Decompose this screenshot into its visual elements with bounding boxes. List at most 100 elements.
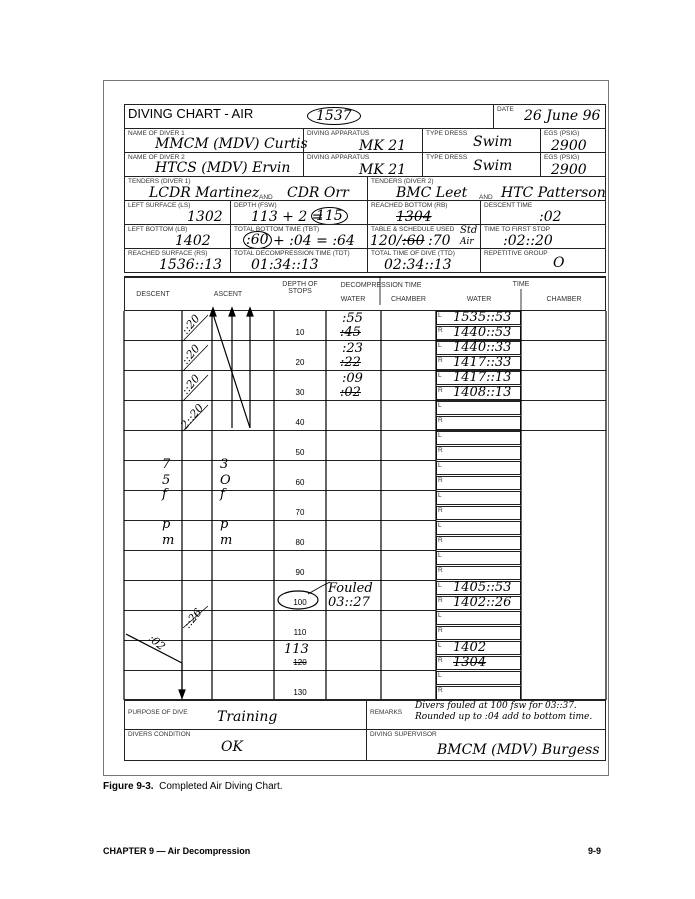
row-divider [124,640,436,641]
tdt-cell: TOTAL DECOMPRESSION TIME (TDT) 01:34::13 [230,248,368,273]
side-label: R [438,567,443,574]
depth-stop: 60 [295,478,305,487]
row-divider [124,460,436,461]
row-divider [124,610,436,611]
lb-value: 1402 [175,233,211,249]
diver2-dress-value: Swim [473,158,513,174]
remarks-label: REMARKS [370,709,403,716]
side-label: R [438,417,443,424]
time-water-header: WATER [466,296,492,303]
figure-caption: Figure 9-3. Completed Air Diving Chart. [103,781,283,792]
tender1a: LCDR Martinez [149,185,260,201]
descent-note: 7 5 [162,457,171,488]
rg-value: O [553,255,565,271]
chamber-header: CHAMBER [390,296,426,303]
depth-value: 113 + 2 = [251,209,324,225]
tenders2-label: TENDERS (DIVER 2) [371,178,434,185]
page-number: 9-9 [588,846,602,856]
rb-label: REACHED BOTTOM (RB) [371,202,448,209]
diver2-apparatus-value: MK 21 [359,162,407,178]
ts-note2: Air [460,237,474,247]
ascent-note: p m [220,517,233,548]
side-label: L [438,432,442,439]
ascent-header: ASCENT [213,291,243,298]
descent-note: f [162,487,167,502]
side-label: L [438,402,442,409]
tender2b: HTC Patterson [501,185,606,201]
diver1-name-label: NAME OF DIVER 1 [128,130,185,137]
depth-corrected: 113 [284,642,309,657]
side-label: R [438,597,443,604]
water-time: :09 [342,371,363,386]
ttd-label: TOTAL TIME OF DIVE (TTD) [371,250,455,257]
dt-value: :02 [539,209,562,225]
condition-label: DIVERS CONDITION [128,731,191,738]
depth-stop: 80 [295,538,305,547]
ts-label: TABLE & SCHEDULE USED [371,226,455,233]
water-time-struck: :45 [340,325,361,340]
tfs-value: :02::20 [503,233,553,249]
diver1-apparatus-label: DIVING APPARATUS [307,130,370,137]
form-title: DIVING CHART - AIR [128,106,254,121]
figure-frame [103,80,609,776]
rb-value: 1304 [396,209,432,225]
ttd-value: 02:34::13 [384,257,452,273]
depth-label: DEPTH (fsw) [234,202,277,209]
condition-cell: DIVERS CONDITION OK [124,729,367,761]
tenders1-label: TENDERS (DIVER 1) [128,178,191,185]
tenders-diver2: TENDERS (DIVER 2) BMC Leet AND HTC Patte… [367,176,606,201]
side-label: R [438,537,443,544]
water-time: Fouled [328,581,373,596]
side-label: R [438,657,443,664]
side-label: L [438,642,442,649]
diver2-egs-label: EGS (PSIG) [544,154,580,161]
diver2-name-label: NAME OF DIVER 2 [128,154,185,161]
reached-surface-cell: REACHED SURFACE (RS) 1536::13 [124,248,231,273]
date-value: 26 June 96 [524,108,601,124]
depth-stop: 110 [293,628,307,637]
row-divider [124,340,606,341]
lb-label: LEFT BOTTOM (LB) [128,226,188,233]
descent-header: DESCENT [136,291,170,298]
depth-stop: 10 [295,328,305,337]
supervisor-value: BMCM (MDV) Burgess [437,742,600,758]
rg-label: REPETITIVE GROUP [484,250,548,257]
tender2a: BMC Leet [396,185,468,201]
side-label: L [438,522,442,529]
water-header: WATER [340,296,366,303]
side-label: L [438,462,442,469]
side-label: L [438,312,442,319]
side-label: R [438,387,443,394]
depth-stop: 40 [295,418,305,427]
side-label: L [438,342,442,349]
time-R-value: 1402::26 [453,595,512,610]
side-label: R [438,357,443,364]
side-label: R [438,507,443,514]
side-label: R [438,447,443,454]
depth-stop: 70 [295,508,305,517]
depth-of-stops-header: DEPTH OF STOPS [282,281,318,295]
purpose-label: PURPOSE OF DIVE [128,709,188,716]
ts-value: 120/ [370,233,402,249]
side-label: L [438,492,442,499]
descent-note: p m [162,517,175,548]
remarks-cell: REMARKS Divers fouled at 100 fsw for 03::… [366,699,606,730]
water-time-struck: :22 [340,355,361,370]
time-R-value: 1304 [453,655,487,670]
row-divider [124,670,436,671]
side-label: R [438,477,443,484]
time-L-value: 1417::13 [453,370,512,385]
time-header: TIME [512,281,530,288]
time-R-value: 1408::13 [453,385,512,400]
side-label: L [438,612,442,619]
ascent-note: f [220,487,225,502]
fouled-time: 03::27 [328,595,370,610]
side-label: R [438,627,443,634]
row-divider [124,430,606,431]
diver2-dress-label: TYPE DRESS [426,154,468,161]
time-L-value: 1402 [453,640,487,655]
row-divider [124,580,436,581]
side-label: L [438,672,442,679]
depth-stop: 120 [293,658,307,667]
row-divider [124,550,436,551]
